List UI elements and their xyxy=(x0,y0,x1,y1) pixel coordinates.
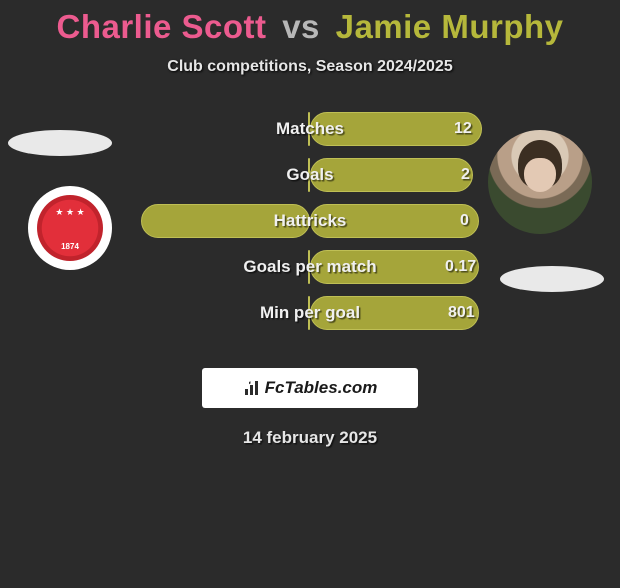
bar-right xyxy=(310,158,473,192)
chart-row: Min per goal801 xyxy=(0,296,620,330)
bar-left xyxy=(141,204,310,238)
row-value-right: 0 xyxy=(460,204,469,238)
title: Charlie Scott vs Jamie Murphy xyxy=(0,8,620,46)
row-value-right: 0.17 xyxy=(445,250,476,284)
subtitle: Club competitions, Season 2024/2025 xyxy=(0,58,620,76)
h2h-chart: Matches12 Goals2 Hattricks0 Goals per match… xyxy=(0,112,620,352)
branding-bars-icon xyxy=(243,381,261,395)
row-value-right: 12 xyxy=(454,112,472,146)
chart-row: Goals per match0.17 xyxy=(0,250,620,284)
chart-row: Goals2 xyxy=(0,158,620,192)
row-value-right: 801 xyxy=(448,296,475,330)
title-vs: vs xyxy=(282,8,320,45)
date: 14 february 2025 xyxy=(0,428,620,448)
chart-row: Hattricks0 xyxy=(0,204,620,238)
branding: FcTables.com xyxy=(202,368,418,408)
bar-right xyxy=(310,204,479,238)
chart-row: Matches12 xyxy=(0,112,620,146)
row-value-right: 2 xyxy=(461,158,470,192)
title-player1: Charlie Scott xyxy=(56,8,266,45)
title-player2: Jamie Murphy xyxy=(336,8,564,45)
branding-text: FcTables.com xyxy=(265,378,378,398)
